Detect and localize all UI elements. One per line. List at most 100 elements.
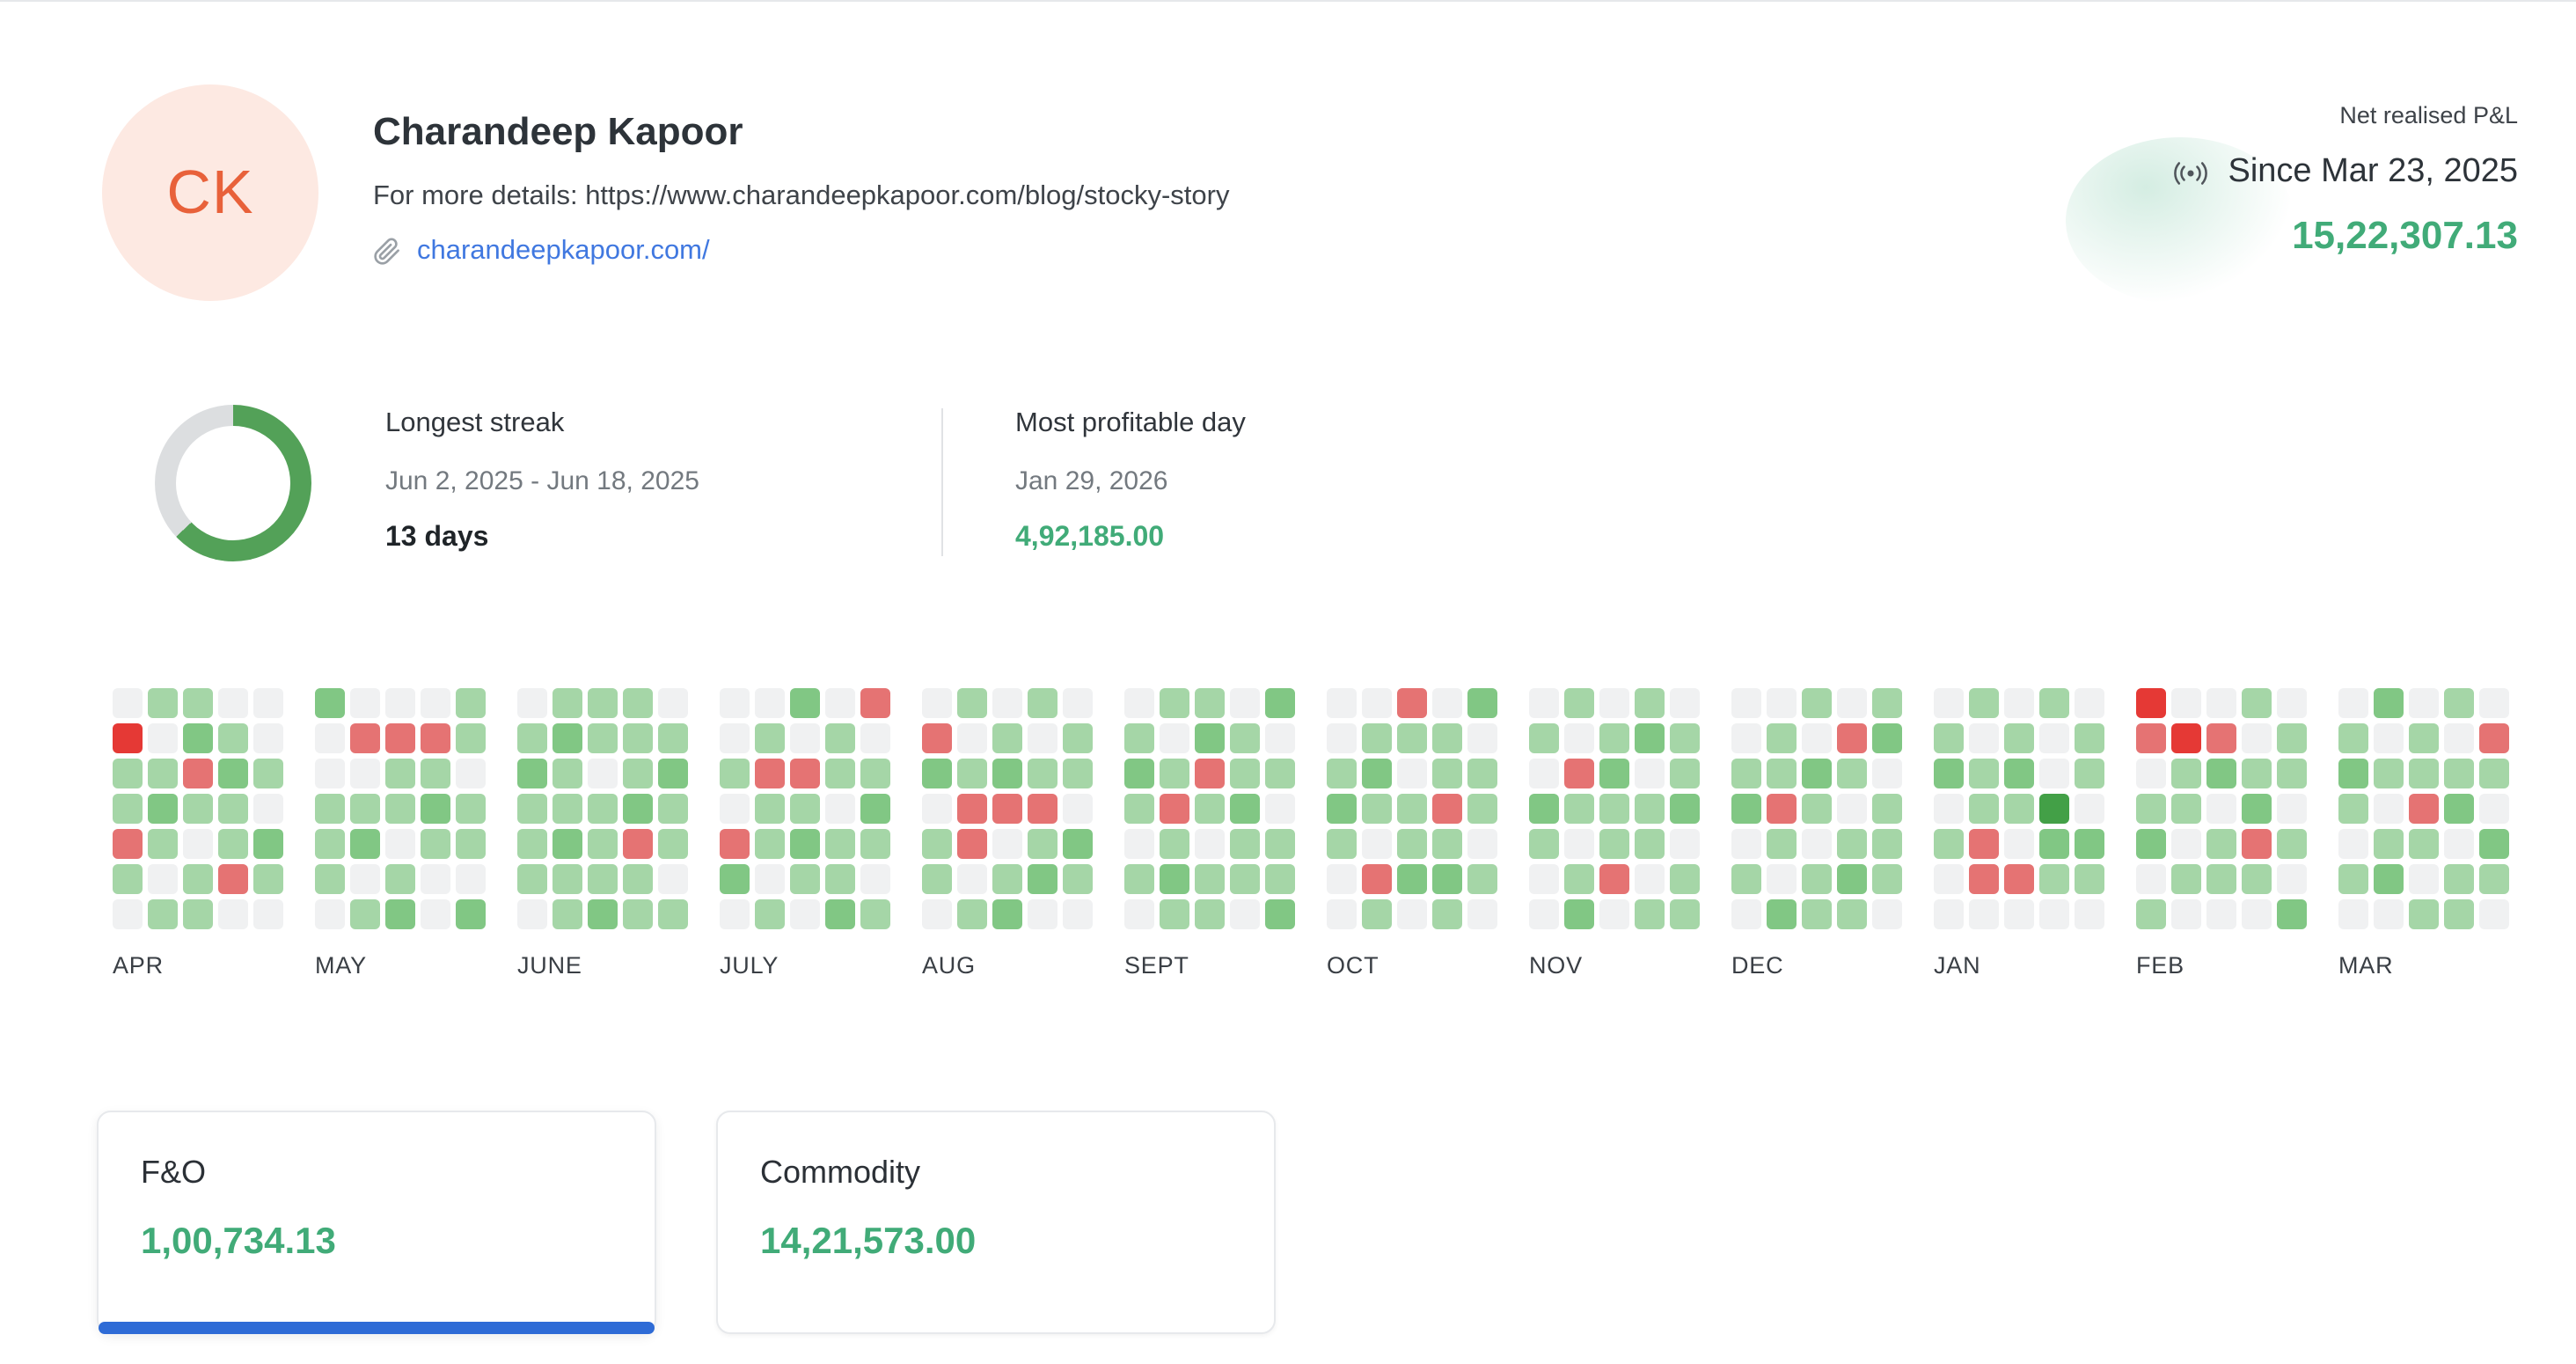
heatmap-cell[interactable]: [658, 899, 688, 929]
heatmap-cell[interactable]: [1635, 688, 1665, 718]
heatmap-cell[interactable]: [1195, 899, 1225, 929]
heatmap-cell[interactable]: [1837, 899, 1867, 929]
heatmap-cell[interactable]: [253, 794, 283, 824]
heatmap-cell[interactable]: [456, 723, 486, 753]
heatmap-cell[interactable]: [1467, 759, 1497, 788]
heatmap-cell[interactable]: [588, 899, 618, 929]
heatmap-cell[interactable]: [1767, 723, 1797, 753]
heatmap-cell[interactable]: [1934, 899, 1964, 929]
heatmap-cell[interactable]: [720, 723, 750, 753]
heatmap-cell[interactable]: [517, 688, 547, 718]
heatmap-cell[interactable]: [922, 864, 952, 894]
heatmap-cell[interactable]: [755, 759, 785, 788]
heatmap-cell[interactable]: [1635, 864, 1665, 894]
heatmap-cell[interactable]: [720, 864, 750, 894]
heatmap-cell[interactable]: [2171, 688, 2201, 718]
heatmap-cell[interactable]: [1063, 794, 1093, 824]
heatmap-cell[interactable]: [825, 688, 855, 718]
heatmap-cell[interactable]: [2277, 688, 2307, 718]
heatmap-cell[interactable]: [1195, 829, 1225, 859]
heatmap-cell[interactable]: [1934, 723, 1964, 753]
heatmap-cell[interactable]: [2444, 864, 2474, 894]
heatmap-cell[interactable]: [1124, 829, 1154, 859]
heatmap-cell[interactable]: [922, 688, 952, 718]
heatmap-cell[interactable]: [1934, 759, 1964, 788]
heatmap-cell[interactable]: [218, 723, 248, 753]
heatmap-cell[interactable]: [2004, 794, 2034, 824]
heatmap-cell[interactable]: [1160, 723, 1189, 753]
heatmap-cell[interactable]: [2338, 864, 2368, 894]
heatmap-cell[interactable]: [1432, 759, 1462, 788]
heatmap-cell[interactable]: [992, 899, 1022, 929]
heatmap-cell[interactable]: [2004, 723, 2034, 753]
heatmap-cell[interactable]: [957, 759, 987, 788]
heatmap-cell[interactable]: [1599, 899, 1629, 929]
heatmap-cell[interactable]: [1529, 794, 1559, 824]
heatmap-cell[interactable]: [992, 829, 1022, 859]
heatmap-cell[interactable]: [2171, 759, 2201, 788]
heatmap-cell[interactable]: [2479, 864, 2509, 894]
heatmap-cell[interactable]: [2242, 723, 2272, 753]
heatmap-cell[interactable]: [1969, 688, 1999, 718]
heatmap-cell[interactable]: [2136, 759, 2166, 788]
heatmap-cell[interactable]: [2171, 899, 2201, 929]
heatmap-cell[interactable]: [553, 759, 582, 788]
heatmap-cell[interactable]: [1599, 794, 1629, 824]
heatmap-cell[interactable]: [148, 829, 178, 859]
heatmap-cell[interactable]: [755, 688, 785, 718]
heatmap-cell[interactable]: [2374, 794, 2404, 824]
heatmap-cell[interactable]: [2136, 723, 2166, 753]
heatmap-cell[interactable]: [218, 829, 248, 859]
heatmap-cell[interactable]: [2277, 899, 2307, 929]
heatmap-cell[interactable]: [1432, 723, 1462, 753]
heatmap-cell[interactable]: [350, 688, 380, 718]
heatmap-cell[interactable]: [1837, 759, 1867, 788]
heatmap-cell[interactable]: [658, 688, 688, 718]
heatmap-cell[interactable]: [1327, 794, 1357, 824]
heatmap-cell[interactable]: [2338, 794, 2368, 824]
heatmap-cell[interactable]: [992, 688, 1022, 718]
heatmap-cell[interactable]: [421, 829, 450, 859]
heatmap-cell[interactable]: [2479, 899, 2509, 929]
heatmap-cell[interactable]: [1160, 829, 1189, 859]
heatmap-cell[interactable]: [1934, 794, 1964, 824]
heatmap-cell[interactable]: [1327, 688, 1357, 718]
heatmap-cell[interactable]: [658, 759, 688, 788]
heatmap-cell[interactable]: [588, 688, 618, 718]
heatmap-cell[interactable]: [2242, 864, 2272, 894]
heatmap-cell[interactable]: [992, 794, 1022, 824]
heatmap-cell[interactable]: [922, 829, 952, 859]
heatmap-cell[interactable]: [2374, 688, 2404, 718]
heatmap-cell[interactable]: [1124, 899, 1154, 929]
heatmap-cell[interactable]: [113, 864, 143, 894]
heatmap-cell[interactable]: [1327, 723, 1357, 753]
heatmap-cell[interactable]: [2004, 759, 2034, 788]
heatmap-cell[interactable]: [421, 794, 450, 824]
heatmap-cell[interactable]: [1028, 688, 1057, 718]
heatmap-cell[interactable]: [922, 794, 952, 824]
heatmap-cell[interactable]: [385, 759, 415, 788]
heatmap-cell[interactable]: [2171, 864, 2201, 894]
heatmap-cell[interactable]: [1767, 794, 1797, 824]
heatmap-cell[interactable]: [1599, 829, 1629, 859]
heatmap-cell[interactable]: [1265, 899, 1295, 929]
heatmap-cell[interactable]: [253, 864, 283, 894]
heatmap-cell[interactable]: [1063, 723, 1093, 753]
heatmap-cell[interactable]: [1837, 829, 1867, 859]
heatmap-cell[interactable]: [2075, 723, 2104, 753]
heatmap-cell[interactable]: [1397, 794, 1427, 824]
heatmap-cell[interactable]: [456, 794, 486, 824]
segment-card-commodity[interactable]: Commodity 14,21,573.00: [716, 1111, 1276, 1334]
heatmap-cell[interactable]: [421, 688, 450, 718]
heatmap-cell[interactable]: [1872, 899, 1902, 929]
heatmap-cell[interactable]: [253, 899, 283, 929]
heatmap-cell[interactable]: [2444, 723, 2474, 753]
heatmap-cell[interactable]: [1397, 829, 1427, 859]
heatmap-cell[interactable]: [588, 759, 618, 788]
heatmap-cell[interactable]: [2075, 794, 2104, 824]
heatmap-cell[interactable]: [385, 829, 415, 859]
heatmap-cell[interactable]: [517, 829, 547, 859]
heatmap-cell[interactable]: [922, 723, 952, 753]
heatmap-cell[interactable]: [1362, 864, 1392, 894]
heatmap-cell[interactable]: [2374, 899, 2404, 929]
